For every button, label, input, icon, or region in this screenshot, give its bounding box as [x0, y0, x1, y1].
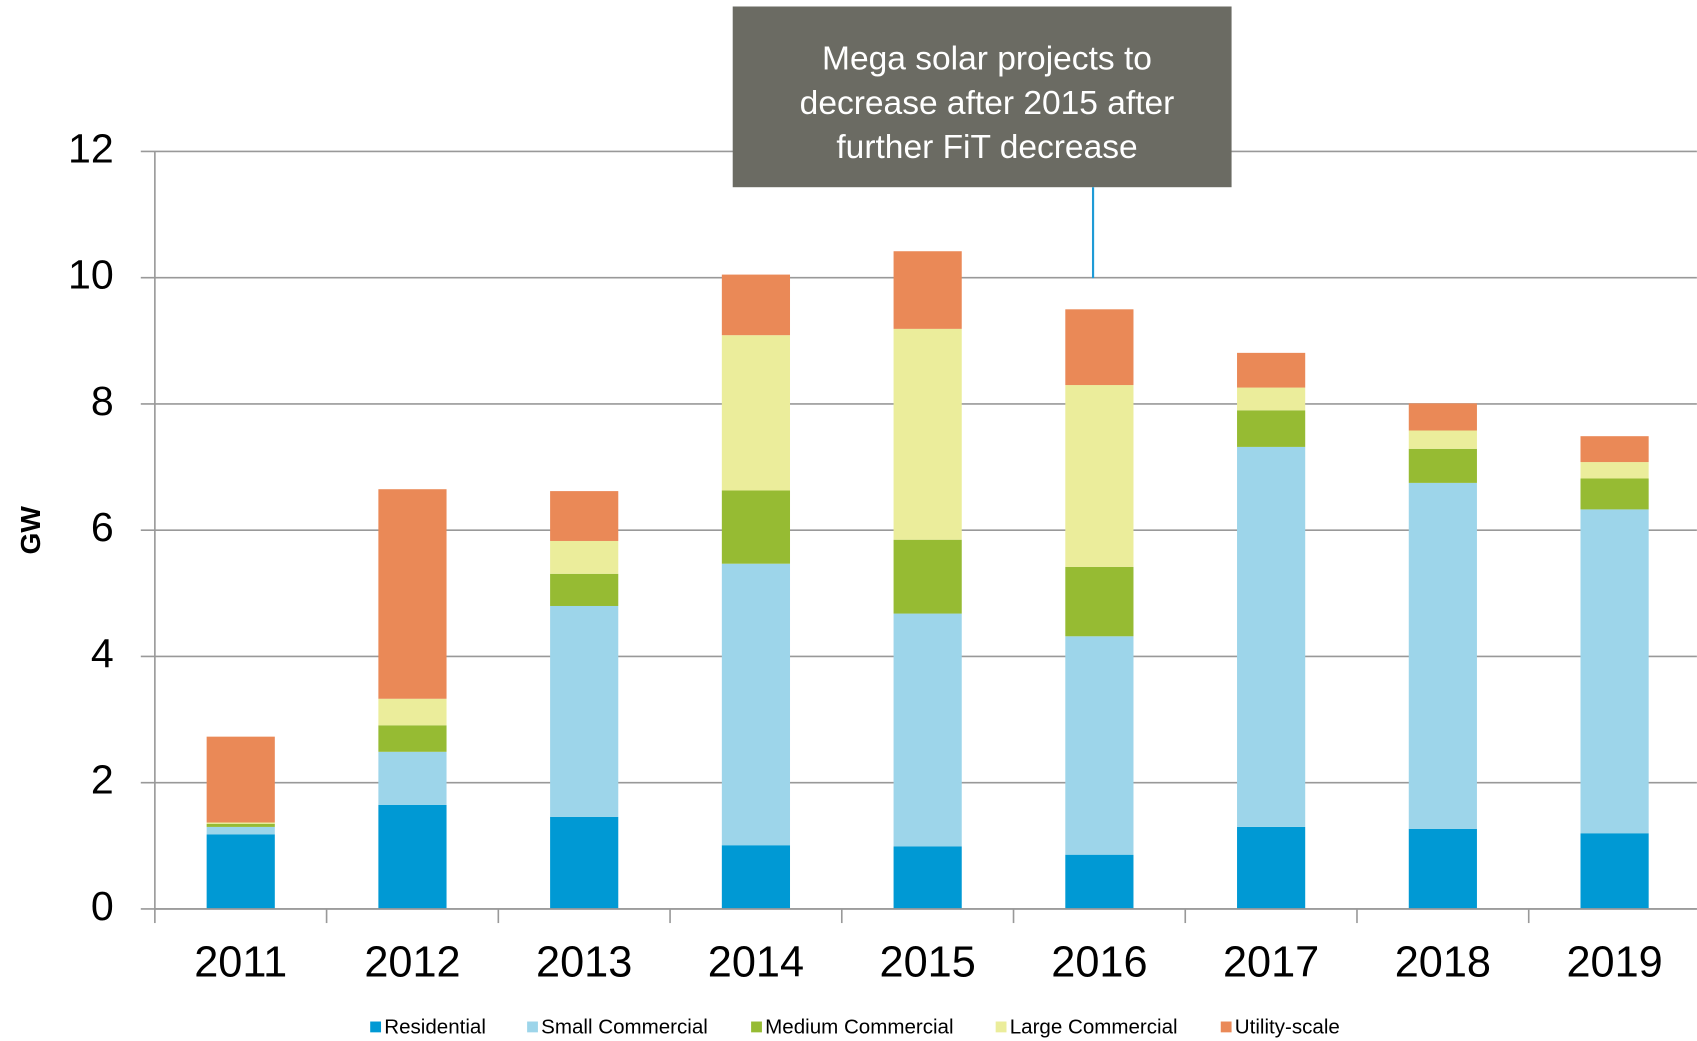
bar-segment — [1580, 478, 1649, 510]
x-tick-label: 2019 — [1566, 939, 1662, 987]
y-tick-label: 4 — [91, 630, 114, 676]
bar-segment — [721, 563, 791, 846]
bar-segment — [206, 823, 275, 827]
y-tick-label: 2 — [91, 757, 114, 803]
bar-segment — [378, 725, 447, 752]
bar-segment — [206, 736, 275, 823]
bar-segment — [721, 274, 791, 336]
legend-swatch — [751, 1021, 762, 1033]
y-tick-label: 0 — [91, 883, 114, 929]
bar-segment — [721, 490, 791, 564]
bar-segment — [893, 846, 962, 909]
bar-segment — [721, 845, 791, 909]
bar-segment — [206, 834, 275, 909]
bar-segment — [1065, 309, 1134, 386]
x-tick-label: 2016 — [1051, 939, 1147, 987]
legend-swatch — [527, 1021, 538, 1033]
bar-segment — [378, 751, 447, 805]
bar-segment — [1065, 854, 1134, 909]
bar-segment — [893, 539, 962, 614]
bar-segment — [1580, 462, 1649, 479]
y-tick-label: 10 — [68, 252, 114, 298]
bar-segment — [550, 573, 619, 606]
bar-segment — [550, 605, 619, 817]
x-tick-label: 2012 — [364, 939, 460, 987]
annotation-text: decrease after 2015 after — [800, 85, 1175, 122]
legend-label: Small Commercial — [541, 1015, 708, 1038]
bar-segment — [1237, 826, 1306, 909]
bar-segment — [378, 489, 447, 699]
bar-segment — [1237, 446, 1306, 827]
legend-label: Utility-scale — [1235, 1015, 1340, 1038]
bar-segment — [1580, 509, 1649, 834]
bar-segment — [378, 804, 447, 909]
bar-segment — [721, 335, 791, 491]
legend-swatch — [995, 1021, 1007, 1033]
bar-segment — [1408, 403, 1477, 431]
bar-segment — [1408, 828, 1477, 909]
bar-segment — [893, 328, 962, 540]
bar-segment — [550, 816, 619, 909]
bar-segment — [1408, 448, 1477, 483]
legend-label: Residential — [384, 1015, 486, 1038]
bar-segment — [1237, 410, 1306, 447]
bar-segment — [1408, 430, 1477, 449]
bar-segment — [1580, 833, 1649, 909]
annotation-box — [732, 6, 1232, 188]
bar-segment — [378, 698, 447, 726]
x-tick-label: 2014 — [708, 939, 804, 987]
bar-segment — [893, 613, 962, 847]
legend-swatch — [370, 1021, 382, 1033]
x-tick-label: 2013 — [536, 939, 632, 987]
y-axis-label: GW — [15, 506, 46, 555]
bar-segment — [1065, 385, 1134, 567]
y-tick-label: 12 — [68, 125, 114, 171]
annotation-text: Mega solar projects to — [822, 40, 1152, 77]
bar-segment — [1580, 436, 1649, 463]
y-tick-label: 8 — [91, 378, 114, 424]
x-tick-label: 2011 — [194, 939, 287, 987]
bar-segment — [1065, 636, 1134, 855]
plot: 0 2 4 6 8 10 12 2011 2012 2013 2014 2015 2016 2017 201… — [68, 125, 1697, 1038]
x-tick-label: 2018 — [1395, 939, 1491, 987]
bar-segment — [550, 540, 619, 574]
x-tick-label: 2017 — [1223, 939, 1319, 987]
y-tick-label: 6 — [91, 504, 114, 550]
bar-segment — [206, 826, 275, 835]
bar-segment — [1237, 387, 1306, 411]
bar-segment — [206, 822, 275, 824]
bar-segment — [1065, 566, 1134, 637]
x-tick-label: 2015 — [880, 939, 976, 987]
legend-label: Medium Commercial — [765, 1015, 953, 1038]
bar-segment — [893, 251, 962, 329]
legend-label: Large Commercial — [1010, 1015, 1178, 1038]
bar-segment — [550, 491, 619, 541]
annotation-text: further FiT decrease — [836, 129, 1137, 166]
bar-segment — [1408, 482, 1477, 829]
bar-segment — [1237, 352, 1306, 388]
legend-swatch — [1220, 1021, 1232, 1033]
